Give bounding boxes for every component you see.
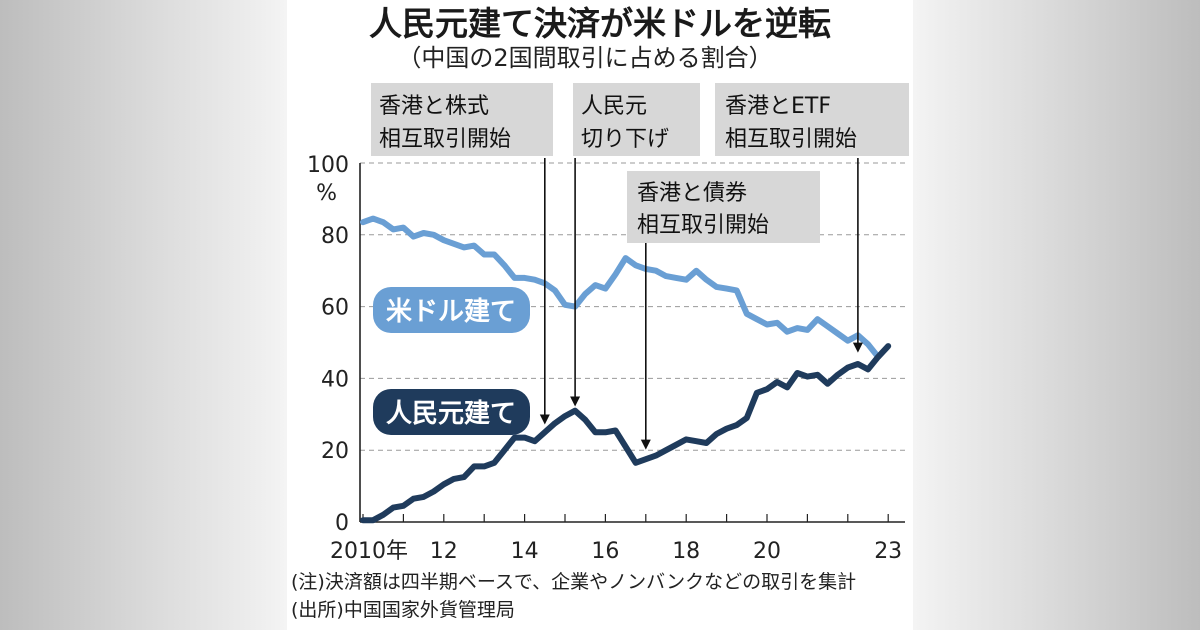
annotation-etf-connect: 香港とETF 相互取引開始 xyxy=(715,83,909,156)
y-tick-labels: 0 20 40 60 80 xyxy=(321,224,349,536)
chart-subtitle: （中国の2国間取引に占める割合） xyxy=(397,44,772,72)
y-tick-label-60: 60 xyxy=(321,296,349,321)
series-label-cny: 人民元建て xyxy=(373,389,530,435)
x-tick-marks xyxy=(362,514,889,522)
annotation-arrow-2 xyxy=(570,158,581,407)
series-label-cny-text: 人民元建て xyxy=(386,399,516,429)
annotation-arrow-4 xyxy=(852,158,863,353)
x-tick-label-2010年: 2010年 xyxy=(330,539,408,564)
x-tick-labels: 2010年 12 14 16 18 20 23 xyxy=(330,539,902,564)
y-tick-label-100: 100 xyxy=(307,153,349,178)
x-tick-label-18: 18 xyxy=(672,539,700,564)
annotation-etf-connect-line1: 香港とETF xyxy=(725,94,831,119)
source-text: (出所)中国国家外貨管理局 xyxy=(291,599,515,621)
annotation-bond-connect-line1: 香港と債券 xyxy=(637,181,747,206)
note-text: (注)決済額は四半期ベースで、企業やノンバンクなどの取引を集計 xyxy=(291,571,856,593)
annotation-stock-connect: 香港と株式 相互取引開始 xyxy=(371,83,553,156)
series-line-cny xyxy=(360,343,892,524)
annotation-devaluation: 人民元 切り下げ xyxy=(573,83,700,156)
chart-panel: 人民元建て決済が米ドルを逆転 （中国の2国間取引に占める割合） 0 20 40 60 8… xyxy=(287,0,913,630)
annotation-devaluation-line1: 人民元 xyxy=(581,94,647,119)
y-tick-label-40: 40 xyxy=(321,367,349,392)
annotation-stock-connect-line1: 香港と株式 xyxy=(379,94,489,119)
annotation-bond-connect-line2: 相互取引開始 xyxy=(637,213,769,238)
annotation-etf-connect-line2: 相互取引開始 xyxy=(725,127,857,152)
chart-title: 人民元建て決済が米ドルを逆転 xyxy=(369,4,831,43)
series-label-usd-text: 米ドル建て xyxy=(386,297,516,327)
chart-svg: 人民元建て決済が米ドルを逆転 （中国の2国間取引に占める割合） 0 20 40 60 8… xyxy=(291,4,909,621)
annotation-arrows xyxy=(539,158,863,450)
x-tick-label-20: 20 xyxy=(753,539,781,564)
x-tick-label-14: 14 xyxy=(511,539,539,564)
series-line-usd xyxy=(360,215,882,360)
y-tick-label-20: 20 xyxy=(321,439,349,464)
x-tick-label-12: 12 xyxy=(430,539,458,564)
annotation-bond-connect: 香港と債券 相互取引開始 xyxy=(627,171,820,243)
y-unit-label: % xyxy=(316,181,337,206)
x-tick-label-16: 16 xyxy=(591,539,619,564)
y-tick-label-80: 80 xyxy=(321,224,349,249)
y-tick-label-0: 0 xyxy=(335,511,349,536)
annotation-devaluation-line2: 切り下げ xyxy=(581,127,669,152)
annotation-arrow-1 xyxy=(539,158,550,425)
series-label-usd: 米ドル建て xyxy=(373,287,530,333)
annotation-arrow-3 xyxy=(640,243,651,450)
annotation-stock-connect-line2: 相互取引開始 xyxy=(379,127,511,152)
x-tick-label-23: 23 xyxy=(874,539,902,564)
